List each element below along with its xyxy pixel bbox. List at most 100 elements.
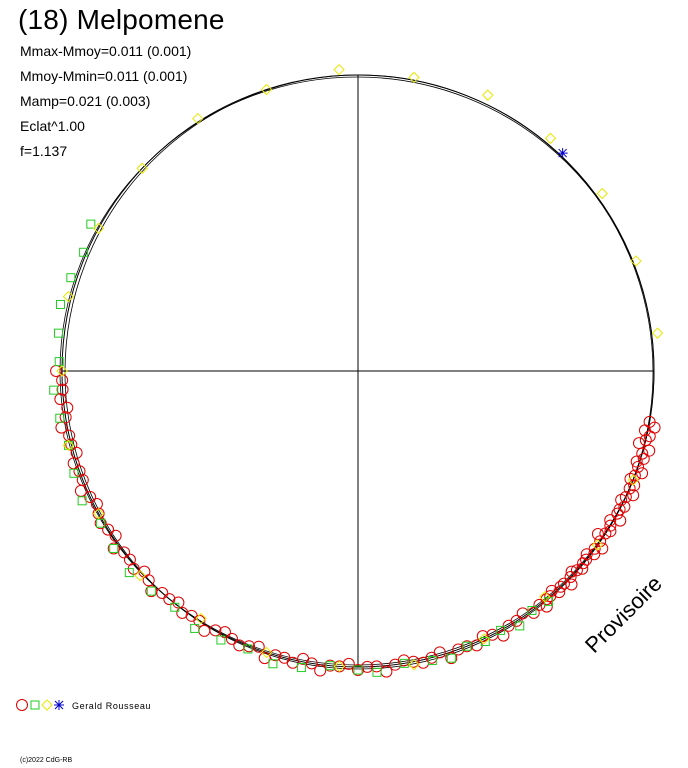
circle-point [286,656,299,669]
diamond-point [544,132,557,145]
circle-point [628,469,641,482]
diamond-point [333,660,346,673]
square-point [86,219,96,229]
circle-point [252,640,265,653]
stat-mamp: Mamp=0.021 (0.003) [20,93,151,109]
circle-point [278,651,291,664]
circle-point [123,553,136,566]
square-point [53,328,63,338]
diamond-point [62,439,75,452]
circle-point [615,493,628,506]
diamond-point [333,63,345,76]
circle-point [73,465,86,478]
circle-point [591,528,604,541]
circle-point [632,460,645,473]
square-point [66,273,76,283]
diamond-point [195,612,207,625]
circle-point [632,437,645,450]
circle-point [225,632,238,645]
diamond-point [62,290,75,303]
circle-point [565,578,578,591]
circle-point [588,548,601,561]
circle-point [596,542,609,555]
circle-point [258,652,271,665]
star-point [54,700,64,710]
square-point [353,665,363,675]
circle-point [643,430,656,443]
legend-symbols [16,699,64,711]
circle-point [497,629,510,642]
square-point [446,653,456,663]
circle-point [639,434,652,447]
circle-point [56,374,69,387]
square-point [268,659,278,669]
diamond-point [651,327,664,339]
circle-point [297,652,310,665]
star-point [557,148,568,159]
diamond-point [192,112,204,125]
chart-title: (18) Melpomene [18,4,225,35]
square-point [462,641,472,651]
circle-point [61,401,74,414]
square-point [69,468,79,478]
circle-point [102,523,115,536]
diamond-point [596,187,608,200]
circle-point [564,570,577,583]
square-point [399,658,409,668]
square-point [190,623,200,633]
diamond-point [92,222,105,235]
circle-point [614,514,627,527]
circle-point [352,663,364,676]
circle-point [314,664,327,677]
diamond-point [92,507,105,520]
square-point [170,602,180,612]
circle-point [198,624,211,637]
stat-mmoy-mmin: Mmoy-Mmin=0.011 (0.001) [20,68,188,84]
legend-observer-label: Gerald Rousseau [72,701,152,711]
square-point [372,667,382,677]
circle-point [502,619,515,632]
circle-point [452,643,465,656]
circle-point [56,383,69,396]
diamond-point [134,569,146,582]
circle-point [107,542,120,555]
circle-point [636,467,649,480]
circle-point [460,640,473,653]
square-point [325,661,335,671]
diamond-point [136,162,148,175]
circle-point [118,546,131,559]
circle-point [94,517,107,530]
diamond-point [539,591,551,603]
stat-f: f=1.137 [20,143,68,159]
square-point [77,496,87,506]
circle-point [643,444,656,457]
circle-point [163,593,176,606]
diamond-point [630,255,642,267]
stat-eclat: Eclat^1.00 [20,118,85,134]
square-point [296,663,306,673]
circle-point [76,473,89,486]
diamond-point [591,539,604,551]
circle-point [109,529,122,542]
square-point [146,586,156,596]
square-point [124,568,134,578]
axes [59,74,655,670]
square-point [496,625,506,635]
circle-point [176,606,189,619]
circle-point [637,452,650,465]
copyright-notice: (c)2022 CdG-RB [20,757,73,764]
circle-point [59,411,72,424]
diamond-point [482,89,494,101]
diamond-point [41,699,53,711]
square-point [109,543,119,553]
diamond-point [260,83,273,96]
circle-point [540,600,553,613]
diamond-point [627,474,639,486]
circle-point [445,652,458,665]
circle-point [185,609,198,622]
model-curve [64,74,654,670]
circle-point [623,482,636,495]
circle-point [370,660,383,673]
diamond-point [56,365,68,377]
circle-point [611,507,624,520]
